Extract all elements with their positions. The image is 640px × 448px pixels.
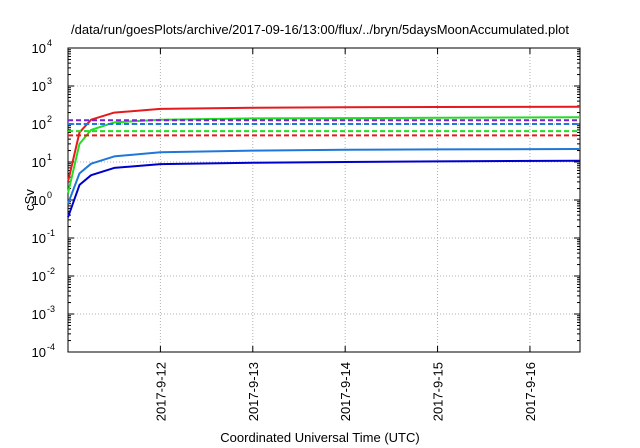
y-tick-exponent: 3 <box>47 76 52 86</box>
chart-title: /data/run/goesPlots/archive/2017-09-16/1… <box>71 22 569 37</box>
y-tick-exponent: 1 <box>47 152 52 162</box>
y-tick-label: 10 <box>32 117 46 132</box>
y-tick-exponent: -1 <box>47 228 55 238</box>
y-tick-label: 10 <box>32 193 46 208</box>
y-tick-exponent: 0 <box>47 190 52 200</box>
x-tick-label: 2017-9-16 <box>523 362 538 421</box>
y-tick-label: 10 <box>32 231 46 246</box>
y-tick-exponent: 4 <box>47 38 52 48</box>
series-line <box>67 148 581 205</box>
series-line <box>67 105 581 183</box>
y-tick-label: 10 <box>32 79 46 94</box>
series-line <box>67 159 581 218</box>
grid <box>68 48 580 352</box>
y-tick-label: 10 <box>32 307 46 322</box>
y-tick-label: 10 <box>32 155 46 170</box>
series-group <box>67 105 581 218</box>
y-tick-exponent: -4 <box>47 342 55 352</box>
y-tick-label: 10 <box>32 41 46 56</box>
y-axis-label: cSv <box>22 189 37 211</box>
series-line <box>67 116 581 194</box>
y-tick-exponent: -2 <box>47 266 55 276</box>
y-tick-label: 10 <box>32 269 46 284</box>
x-tick-label: 2017-9-14 <box>338 362 353 421</box>
y-tick-label: 10 <box>32 345 46 360</box>
y-tick-exponent: -3 <box>47 304 55 314</box>
x-axis-label: Coordinated Universal Time (UTC) <box>220 430 420 445</box>
y-tick-exponent: 2 <box>47 114 52 124</box>
x-tick-label: 2017-9-15 <box>431 362 446 421</box>
x-tick-label: 2017-9-12 <box>153 362 168 421</box>
x-tick-label: 2017-9-13 <box>246 362 261 421</box>
